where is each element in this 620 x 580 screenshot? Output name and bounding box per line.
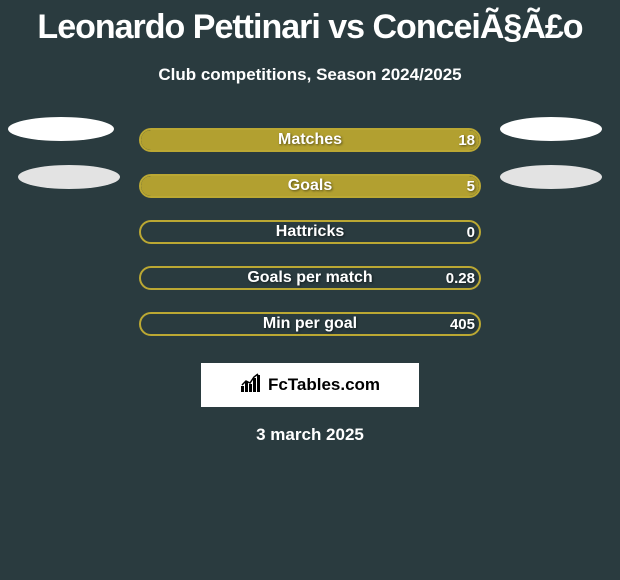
stat-row: Matches 18 <box>0 117 620 163</box>
brand-box: FcTables.com <box>201 363 419 407</box>
stat-label: Min per goal <box>263 315 357 333</box>
stat-label: Goals <box>288 177 332 195</box>
stat-value-right: 0 <box>467 224 475 241</box>
stat-label: Matches <box>278 131 342 149</box>
date-text: 3 march 2025 <box>0 425 620 445</box>
stat-label: Hattricks <box>276 223 344 241</box>
stat-value-right: 18 <box>458 132 475 149</box>
brand-text: FcTables.com <box>268 375 380 395</box>
brand-chart-icon <box>240 373 262 398</box>
page-title: Leonardo Pettinari vs ConceiÃ§Ã£o <box>0 0 620 47</box>
comparison-infographic: Leonardo Pettinari vs ConceiÃ§Ã£o Club c… <box>0 0 620 580</box>
stat-value-right: 5 <box>467 178 475 195</box>
stat-label: Goals per match <box>247 269 372 287</box>
stat-value-right: 0.28 <box>446 270 475 287</box>
stat-row: Min per goal 405 <box>0 301 620 347</box>
stat-row: Goals 5 <box>0 163 620 209</box>
stat-row: Goals per match 0.28 <box>0 255 620 301</box>
subtitle: Club competitions, Season 2024/2025 <box>0 65 620 85</box>
stats-area: Matches 18 Goals 5 Hattricks 0 Goals per match… <box>0 117 620 347</box>
stat-value-right: 405 <box>450 316 475 333</box>
stat-row: Hattricks 0 <box>0 209 620 255</box>
